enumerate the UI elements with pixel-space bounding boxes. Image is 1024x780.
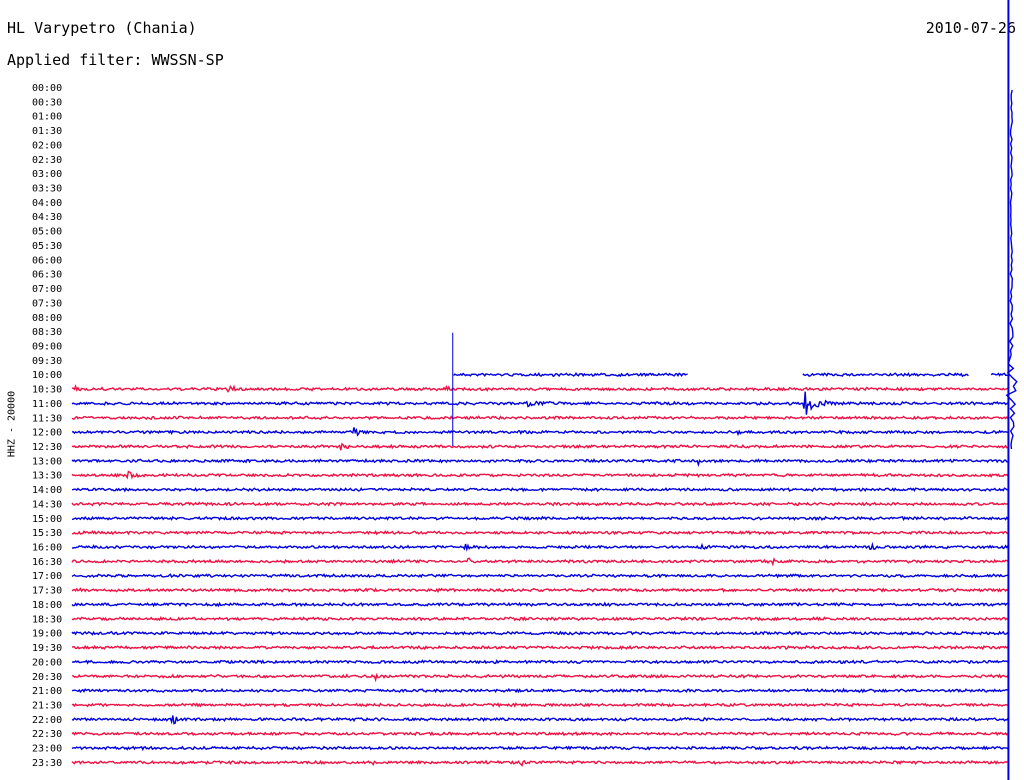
trace-line	[71, 702, 1010, 709]
trace-line	[71, 745, 1010, 752]
trace-line	[71, 759, 1010, 767]
tick-label: 02:30	[32, 155, 62, 166]
tick-label: 19:30	[32, 643, 62, 654]
trace-line	[71, 587, 1010, 594]
filter-label: Applied filter: WWSSN-SP	[7, 51, 224, 69]
trace-line	[71, 541, 1010, 552]
trace-line	[72, 672, 1010, 683]
tick-label: 10:30	[32, 385, 62, 396]
tick-label: 15:30	[32, 528, 62, 539]
trace-line	[71, 442, 1010, 451]
tick-label: 05:00	[32, 227, 62, 238]
station-title: HL Varypetro (Chania)	[7, 19, 197, 37]
y-tick-labels: 00:00 00:30 01:00 01:30 02:00 02:30 03:00 03:30…	[32, 83, 62, 769]
trace-line	[71, 415, 1010, 421]
trace-line	[71, 630, 1010, 636]
tick-label: 19:00	[32, 629, 62, 640]
trace-line	[71, 391, 1010, 415]
tick-label: 02:00	[32, 140, 62, 151]
tick-label: 23:30	[32, 758, 62, 769]
tick-label: 09:00	[32, 341, 62, 352]
trace-line	[71, 659, 1010, 665]
tick-label: 07:00	[32, 284, 62, 295]
tick-label: 23:00	[32, 744, 62, 755]
tick-label: 17:30	[32, 586, 62, 597]
trace-line	[71, 515, 1010, 522]
trace-line	[71, 530, 1010, 536]
tick-label: 08:30	[32, 327, 62, 338]
event-overlay	[452, 0, 1018, 780]
tick-label: 01:30	[32, 126, 62, 137]
tick-label: 11:30	[32, 413, 62, 424]
tick-label: 17:00	[32, 571, 62, 582]
tick-label: 16:00	[32, 543, 62, 554]
tick-label: 00:30	[32, 97, 62, 108]
tick-label: 03:00	[32, 169, 62, 180]
trace-line	[71, 687, 1010, 694]
tick-label: 22:00	[32, 715, 62, 726]
tick-label: 10:00	[32, 370, 62, 381]
tick-label: 18:00	[32, 600, 62, 611]
tick-label: 01:00	[32, 112, 62, 123]
tick-label: 14:00	[32, 485, 62, 496]
trace-line	[71, 644, 1010, 651]
tick-label: 08:00	[32, 313, 62, 324]
tick-label: 04:00	[32, 198, 62, 209]
tick-label: 20:30	[32, 672, 62, 683]
tick-label: 07:30	[32, 298, 62, 309]
tick-label: 09:30	[32, 356, 62, 367]
tick-label: 22:30	[32, 729, 62, 740]
trace-line	[71, 486, 1010, 493]
trace-line	[71, 470, 1010, 480]
trace-line	[71, 573, 1010, 579]
tick-label: 11:00	[32, 399, 62, 410]
tick-label: 06:30	[32, 270, 62, 281]
tick-label: 15:00	[32, 514, 62, 525]
tick-label: 04:30	[32, 212, 62, 223]
tick-label: 13:30	[32, 471, 62, 482]
trace-line	[71, 427, 1010, 437]
tick-label: 12:30	[32, 442, 62, 453]
date-label: 2010-07-26	[925, 19, 1016, 37]
tick-label: 05:30	[32, 241, 62, 252]
tick-label: 18:30	[32, 614, 62, 625]
trace-line	[71, 615, 1010, 622]
trace-lines	[71, 372, 1010, 767]
tick-label: 06:00	[32, 255, 62, 266]
trace-line	[71, 715, 1010, 725]
trace-line	[71, 557, 1010, 567]
tick-label: 14:30	[32, 499, 62, 510]
big-event-burst	[1005, 89, 1018, 450]
tick-label: 03:30	[32, 184, 62, 195]
trace-line	[71, 384, 1010, 393]
trace-line	[453, 372, 1010, 378]
tick-label: 21:30	[32, 700, 62, 711]
trace-line	[71, 731, 1010, 737]
trace-line	[71, 501, 1010, 507]
trace-line	[71, 457, 1010, 468]
tick-label: 20:00	[32, 657, 62, 668]
tick-label: 00:00	[32, 83, 62, 94]
tick-label: 21:00	[32, 686, 62, 697]
tick-label: 12:00	[32, 428, 62, 439]
trace-line	[71, 601, 1010, 608]
tick-label: 16:30	[32, 557, 62, 568]
tick-label: 13:00	[32, 456, 62, 467]
